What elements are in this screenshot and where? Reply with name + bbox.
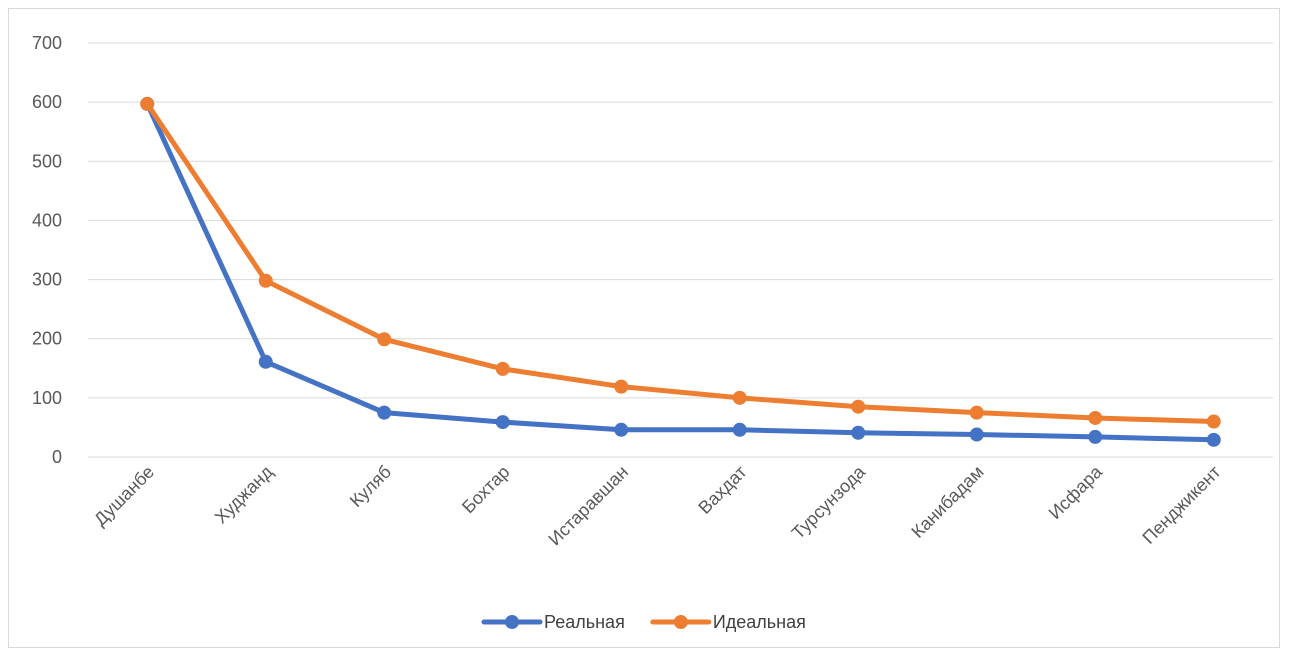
- data-point: [732, 390, 747, 405]
- data-point: [495, 361, 510, 376]
- data-point: [140, 96, 155, 111]
- series-lines: [140, 96, 1221, 447]
- y-tick-label: 300: [32, 270, 62, 290]
- chart-area: [8, 8, 1280, 648]
- data-point: [1206, 432, 1221, 447]
- x-tick-label: Куляб: [346, 462, 395, 511]
- x-tick-label: Пенджикент: [1138, 462, 1224, 548]
- data-point: [1206, 414, 1221, 429]
- x-tick-label: Бохтар: [458, 462, 513, 517]
- x-tick-label: Истаравшан: [544, 462, 632, 550]
- data-point: [377, 405, 392, 420]
- data-point: [614, 379, 629, 394]
- y-tick-label: 100: [32, 388, 62, 408]
- data-point: [377, 332, 392, 347]
- x-tick-label: Душанбе: [90, 462, 158, 530]
- data-point: [969, 427, 984, 442]
- y-tick-label: 700: [32, 33, 62, 53]
- data-point: [969, 405, 984, 420]
- x-tick-label: Турсунзода: [788, 461, 870, 543]
- y-tick-label: 0: [52, 447, 62, 467]
- y-tick-label: 200: [32, 329, 62, 349]
- data-point: [732, 422, 747, 437]
- x-tick-label: Вахдат: [694, 462, 750, 518]
- legend-marker: [673, 615, 688, 629]
- y-axis-tick-labels: 0 100 200 300 400 500 600 700: [32, 33, 62, 467]
- data-point: [851, 425, 866, 440]
- series-line: [144, 101, 1217, 443]
- legend: Реальная Идеальная: [481, 612, 806, 632]
- data-point: [1088, 429, 1103, 444]
- legend-marker: [505, 615, 519, 629]
- y-tick-label: 400: [32, 210, 62, 230]
- x-tick-label: Исфара: [1045, 461, 1107, 523]
- data-point: [851, 399, 866, 414]
- data-point: [1088, 410, 1103, 425]
- y-tick-label: 500: [32, 151, 62, 171]
- x-tick-label: Канибадам: [907, 462, 987, 542]
- series-line: [144, 101, 1217, 424]
- data-point: [258, 354, 273, 369]
- x-axis-tick-labels: Душанбе Худжанд Куляб Бохтар Истаравшан Вахда…: [90, 461, 1224, 549]
- y-tick-label: 600: [32, 92, 62, 112]
- data-point: [495, 415, 510, 430]
- series-2: [140, 96, 1221, 429]
- x-tick-label: Худжанд: [211, 461, 277, 527]
- legend-label: Реальная: [544, 612, 625, 632]
- legend-item-1: Реальная: [481, 612, 625, 632]
- data-point: [258, 273, 273, 288]
- legend-item-2: Идеальная: [650, 612, 806, 632]
- legend-label: Идеальная: [713, 612, 806, 632]
- gridlines: [88, 42, 1273, 458]
- data-point: [614, 422, 629, 437]
